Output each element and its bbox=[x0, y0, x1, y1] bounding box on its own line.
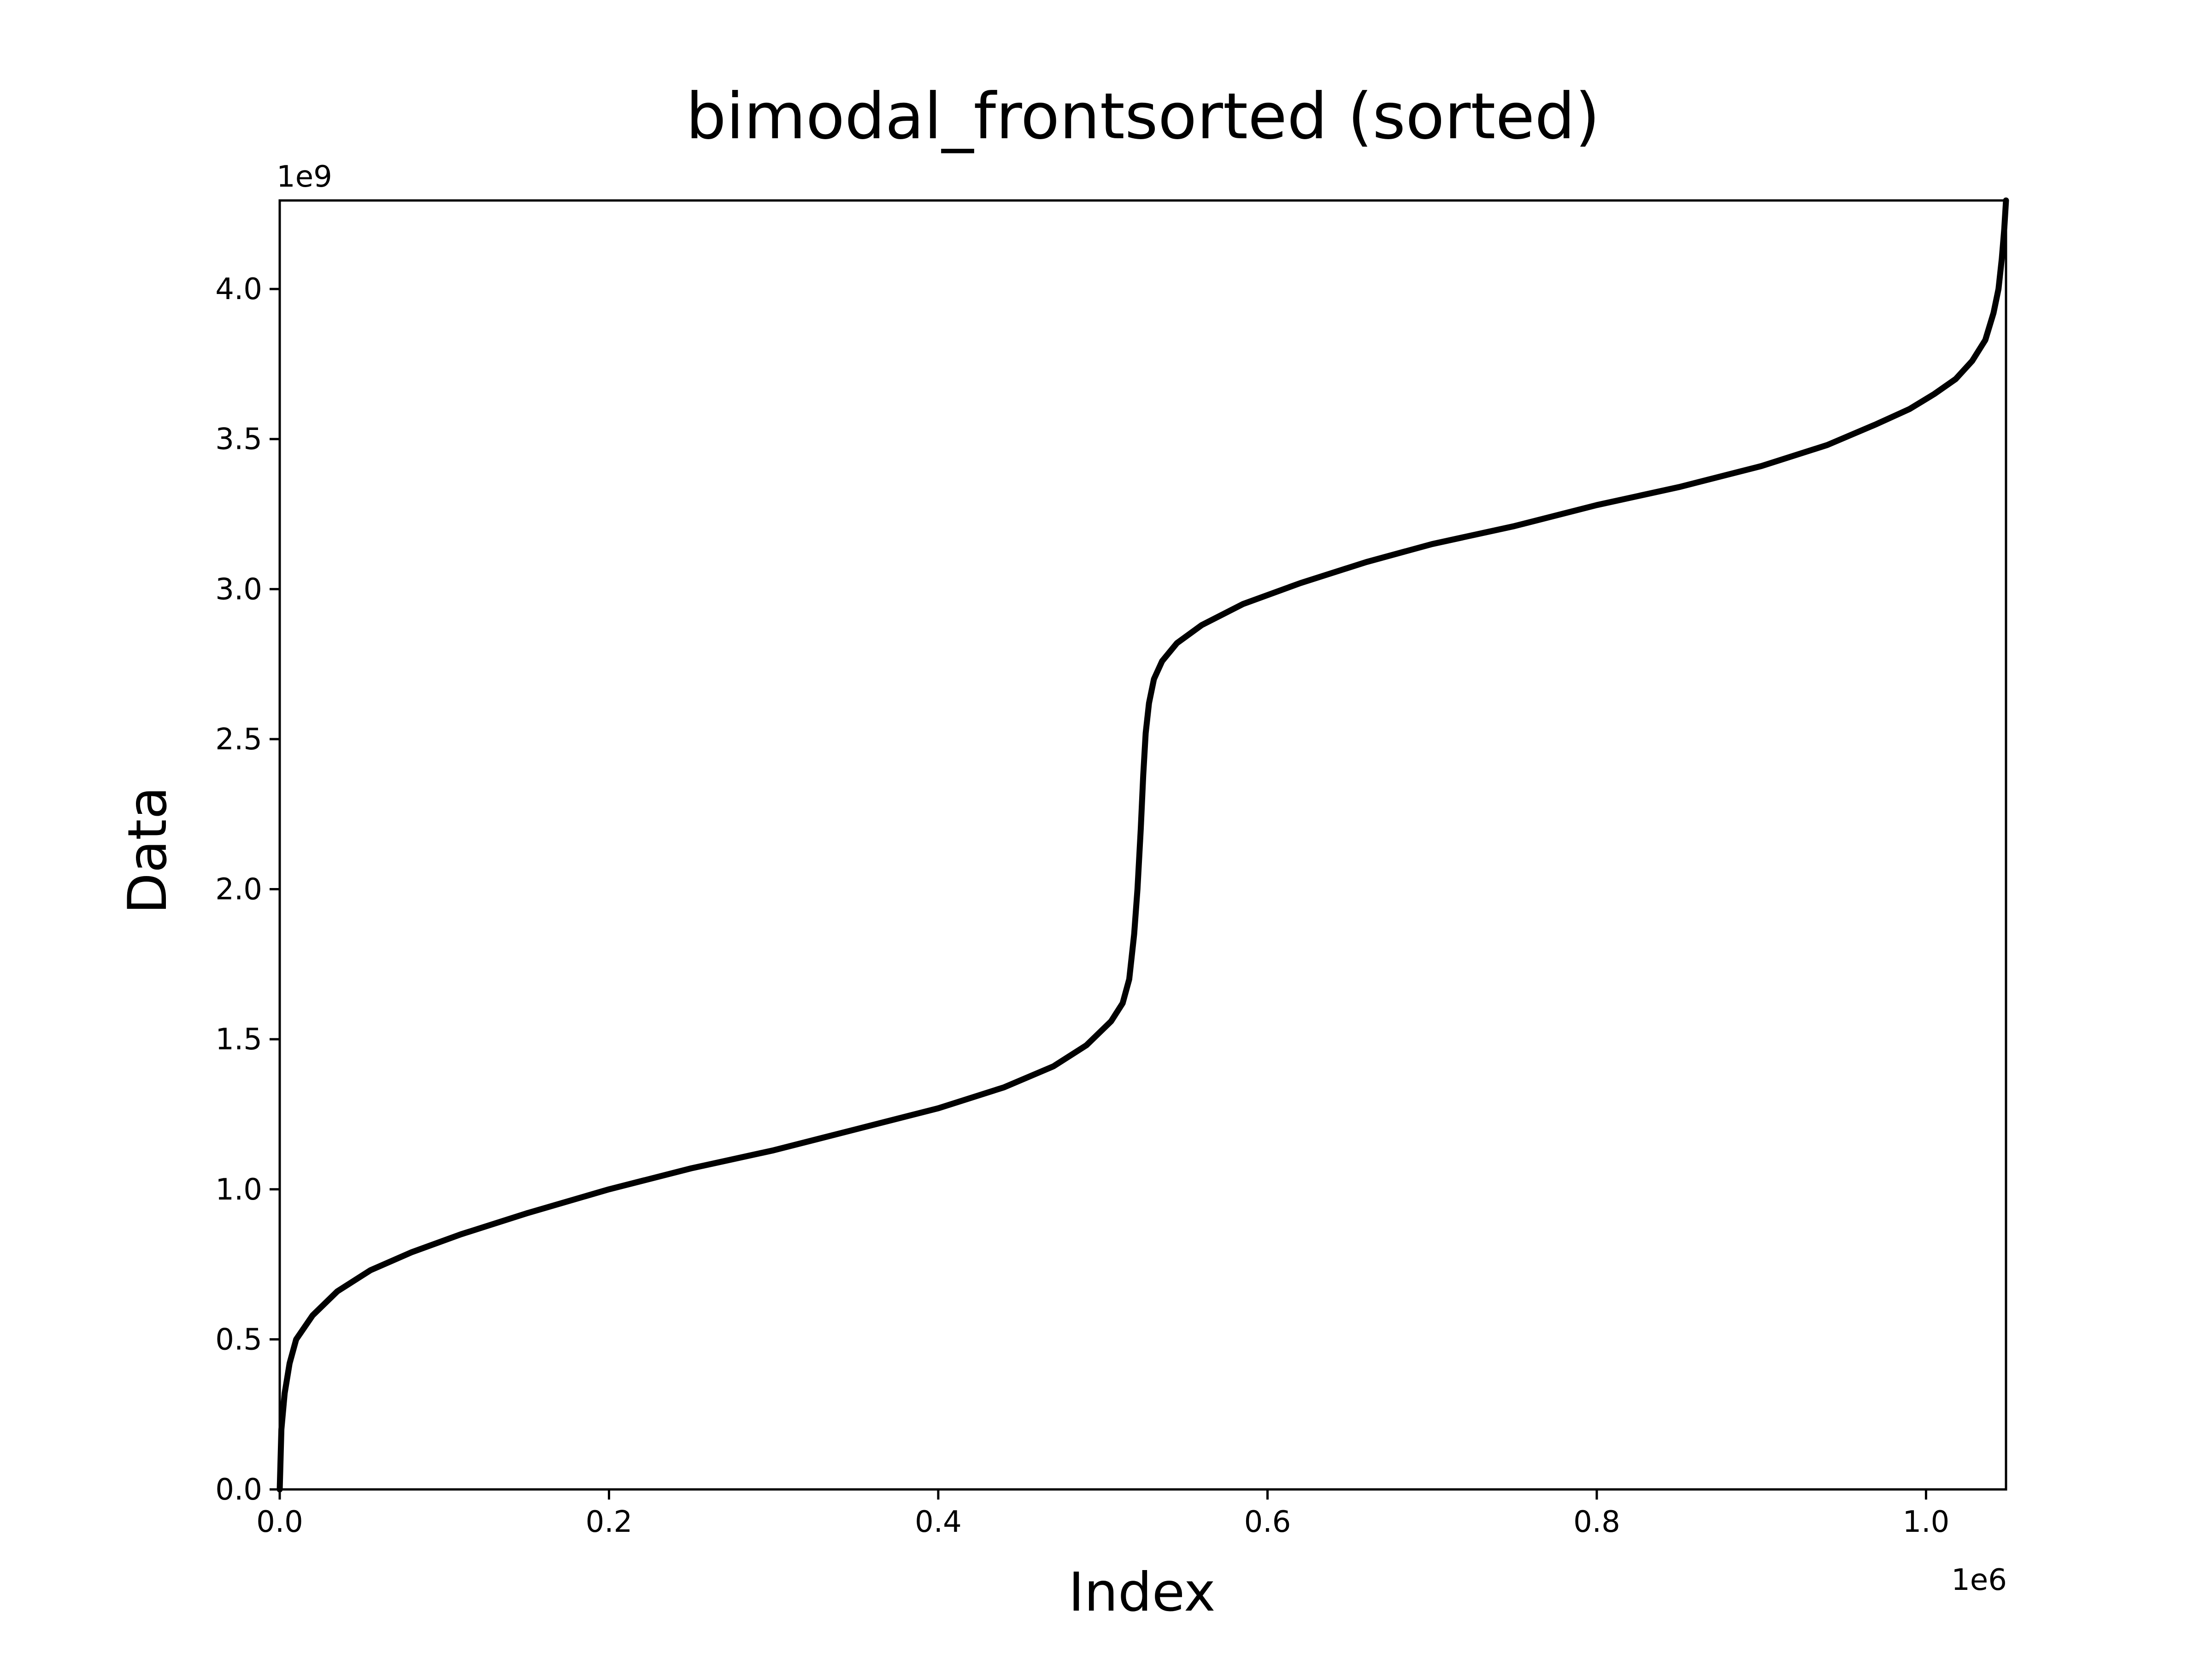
x-tick-label: 0.8 bbox=[1573, 1505, 1620, 1539]
y-tick-label: 1.0 bbox=[215, 1173, 262, 1207]
y-tick-label: 4.0 bbox=[215, 272, 262, 306]
y-axis-ticks: 0.0 0.5 1.0 1.5 2.0 2.5 3.0 3.5 4.0 bbox=[215, 272, 280, 1507]
x-axis-ticks: 0.0 0.2 0.4 0.6 0.8 1.0 bbox=[256, 1489, 1949, 1539]
y-offset-label: 1e9 bbox=[276, 160, 332, 194]
chart-title: bimodal_frontsorted (sorted) bbox=[686, 79, 1600, 153]
y-axis-title: Data bbox=[117, 787, 179, 914]
y-tick-label: 3.5 bbox=[215, 423, 262, 457]
x-tick-label: 0.6 bbox=[1244, 1505, 1291, 1539]
y-tick-label: 3.0 bbox=[215, 572, 262, 606]
x-tick-label: 1.0 bbox=[1903, 1505, 1950, 1539]
data-series-line bbox=[276, 197, 2009, 1493]
x-axis-title: Index bbox=[1068, 1561, 1215, 1624]
y-tick-label: 1.5 bbox=[215, 1023, 262, 1057]
y-tick-label: 0.0 bbox=[215, 1473, 262, 1507]
x-tick-label: 0.0 bbox=[256, 1505, 303, 1539]
x-offset-label: 1e6 bbox=[1951, 1563, 2007, 1597]
x-tick-label: 0.2 bbox=[586, 1505, 633, 1539]
x-tick-label: 0.4 bbox=[915, 1505, 962, 1539]
y-tick-label: 2.5 bbox=[215, 723, 262, 757]
y-tick-label: 0.5 bbox=[215, 1323, 262, 1357]
y-tick-label: 2.0 bbox=[215, 873, 262, 907]
plot-area-frame bbox=[278, 199, 2007, 1491]
